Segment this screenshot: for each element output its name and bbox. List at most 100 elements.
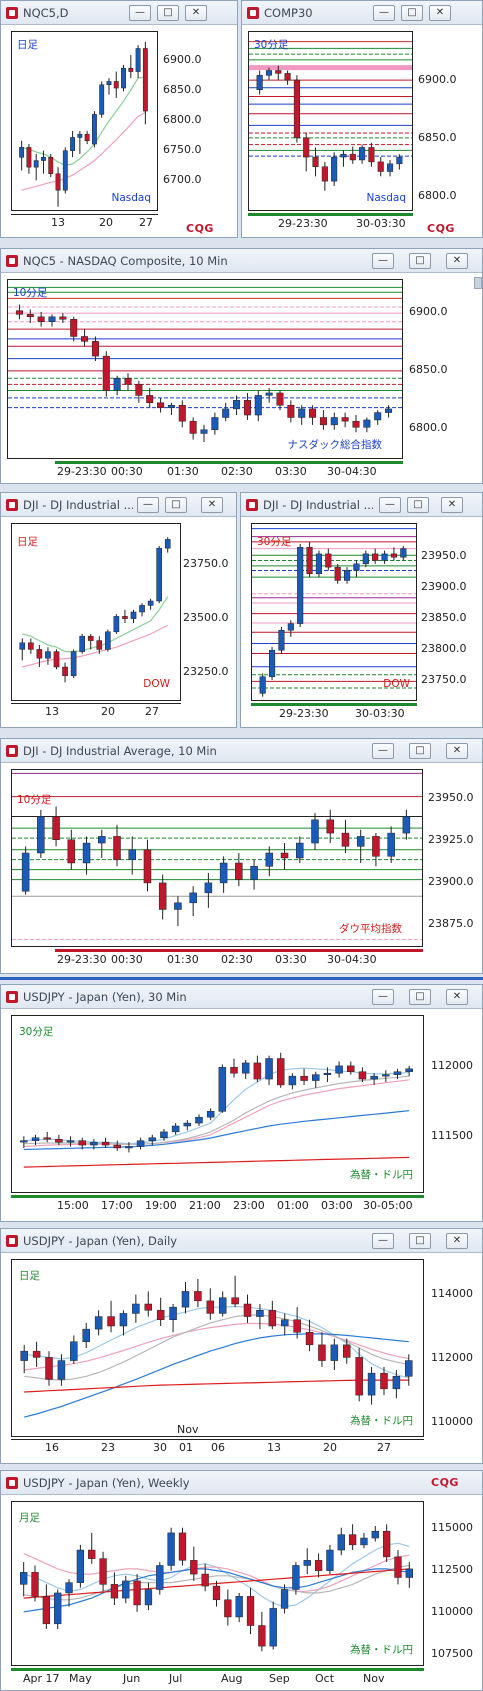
moving-average-line xyxy=(23,1075,410,1145)
titlebar[interactable]: USDJPY - Japan (Yen), 30 Min — □ ✕ xyxy=(1,985,482,1009)
window-usdjpy-weekly[interactable]: USDJPY - Japan (Yen), Weekly CQG 月足 為替・ド… xyxy=(0,1470,483,1691)
titlebar[interactable]: NQC5 - NASDAQ Composite, 10 Min — □ ✕ xyxy=(1,249,482,273)
minimize-button[interactable]: — xyxy=(379,497,401,513)
window-dji-10min[interactable]: DJI - DJ Industrial Average, 10 Min — □ … xyxy=(0,738,483,974)
x-tick-label: 30-04:30 xyxy=(327,953,377,966)
candle-body xyxy=(70,319,78,337)
window-usdjpy-daily[interactable]: USDJPY - Japan (Yen), Daily — □ ✕ 日足 為替・… xyxy=(0,1228,483,1464)
titlebar[interactable]: USDJPY - Japan (Yen), Weekly CQG xyxy=(1,1471,482,1495)
close-button[interactable]: ✕ xyxy=(446,253,468,269)
close-button[interactable]: ✕ xyxy=(446,989,468,1005)
chart-plot-area[interactable]: 30分足 為替・ドル円 xyxy=(11,1015,424,1193)
y-axis: 112000 111500 xyxy=(431,1015,483,1193)
moving-average-line xyxy=(23,1568,410,1613)
window-dji-daily[interactable]: DJI - DJ Industrial ... — □ ✕ 日足 DOW 237… xyxy=(0,492,237,728)
y-tick-label: 23850.0 xyxy=(421,611,467,624)
y-tick-label: 6900.0 xyxy=(409,305,448,318)
candle-body xyxy=(269,649,276,678)
maximize-button[interactable]: □ xyxy=(409,743,431,759)
maximize-button[interactable]: □ xyxy=(409,1233,431,1249)
x-tick-label: 03:30 xyxy=(275,465,307,478)
candle-body xyxy=(122,616,128,619)
chart-plot-area[interactable]: 日足 Nasdaq xyxy=(11,31,158,211)
chart-plot-area[interactable]: 月足 為替・ドル円 xyxy=(11,1501,424,1666)
candle-body xyxy=(235,1596,243,1618)
window-title: COMP30 xyxy=(264,6,313,20)
close-button[interactable]: ✕ xyxy=(441,497,463,513)
scrollbar-thumb[interactable] xyxy=(474,277,482,289)
close-button[interactable]: ✕ xyxy=(201,497,223,513)
candle-body xyxy=(326,1549,334,1571)
candle-body xyxy=(243,400,251,416)
maximize-button[interactable]: □ xyxy=(407,497,429,513)
x-tick-label: 29-23:30 xyxy=(57,465,107,478)
close-button[interactable]: ✕ xyxy=(446,743,468,759)
candle-body xyxy=(53,651,60,668)
candle-body xyxy=(312,1074,320,1081)
candle-body xyxy=(181,1291,190,1308)
candle-body xyxy=(331,156,338,182)
close-button[interactable]: ✕ xyxy=(185,5,207,21)
x-tick-label: 02:30 xyxy=(221,953,253,966)
maximize-button[interactable]: □ xyxy=(409,989,431,1005)
maximize-button[interactable]: □ xyxy=(409,253,431,269)
minimize-button[interactable]: — xyxy=(137,497,159,513)
window-dji-30[interactable]: DJI - DJ Industrial ... — □ ✕ 30分足 DOW 2… xyxy=(240,492,483,728)
candle-body xyxy=(113,81,119,89)
minimize-button[interactable]: — xyxy=(372,1233,394,1249)
minimize-button[interactable]: — xyxy=(372,743,394,759)
chart-plot-area[interactable]: 30分足 DOW xyxy=(251,523,417,701)
candle-body xyxy=(341,832,350,847)
x-tick-label: 27 xyxy=(377,1441,391,1454)
candle-body xyxy=(67,839,76,864)
chart-plot-area[interactable]: 10分足 ダウ平均指数 xyxy=(11,769,423,947)
titlebar[interactable]: DJI - DJ Industrial ... — □ ✕ xyxy=(1,493,236,517)
candle-body xyxy=(269,1608,277,1647)
minimize-button[interactable]: — xyxy=(372,989,394,1005)
x-axis: 16 23 30 01 06 13 20 27 xyxy=(11,1439,424,1455)
window-nqc5-10min[interactable]: NQC5 - NASDAQ Composite, 10 Min — □ ✕ 10… xyxy=(0,248,483,484)
chart-svg xyxy=(252,528,416,697)
minimize-button[interactable]: — xyxy=(372,253,394,269)
titlebar[interactable]: DJI - DJ Industrial ... — □ ✕ xyxy=(241,493,482,517)
candle-body xyxy=(276,1058,285,1086)
candle-body xyxy=(303,137,310,158)
chart-plot-area[interactable]: 日足 為替・ドル円 xyxy=(11,1259,424,1437)
y-tick-label: 23800.0 xyxy=(421,642,467,655)
chart-plot-area[interactable]: 日足 DOW xyxy=(11,523,181,701)
titlebar[interactable]: COMP30 — □ ✕ xyxy=(242,1,482,25)
y-axis: 115000 112500 110000 107500 xyxy=(431,1501,483,1666)
minimize-button[interactable]: — xyxy=(373,5,395,21)
minimize-button[interactable]: — xyxy=(129,5,151,21)
titlebar[interactable]: USDJPY - Japan (Yen), Daily — □ ✕ xyxy=(1,1229,482,1253)
candle-body xyxy=(309,408,317,418)
window-usdjpy-30[interactable]: USDJPY - Japan (Yen), 30 Min — □ ✕ 30分足 … xyxy=(0,984,483,1222)
candle-body xyxy=(107,1316,115,1327)
x-tick-label: 15:00 xyxy=(57,1199,89,1212)
x-axis: Apr 17 May Jun Jul Aug Sep Oct Nov xyxy=(11,1668,424,1685)
chart-svg xyxy=(20,1524,413,1652)
chart-plot-area[interactable]: 10分足 ナスダック総合指数 xyxy=(7,279,403,459)
y-tick-label: 23925.0 xyxy=(428,833,474,846)
x-tick-label: 29-23:30 xyxy=(278,217,328,230)
titlebar[interactable]: DJI - DJ Industrial Average, 10 Min — □ … xyxy=(1,739,482,763)
maximize-button[interactable]: □ xyxy=(157,5,179,21)
maximize-button[interactable]: □ xyxy=(165,497,187,513)
x-axis: 29-23:30 00:30 01:30 02:30 03:30 30-04:3… xyxy=(55,461,403,478)
moving-average-line xyxy=(24,1305,409,1379)
y-tick-label: 23250.0 xyxy=(183,665,229,678)
candle-body xyxy=(19,642,26,650)
close-button[interactable]: ✕ xyxy=(429,5,451,21)
candle-body xyxy=(402,816,411,834)
candle-body xyxy=(158,882,167,910)
moving-average-line xyxy=(23,1564,410,1601)
candle-body xyxy=(362,553,369,565)
chart-plot-area[interactable]: 30分足 Nasdaq xyxy=(248,31,413,211)
close-button[interactable]: ✕ xyxy=(446,1233,468,1249)
candle-body xyxy=(183,1122,192,1127)
candle-body xyxy=(32,1350,41,1358)
titlebar[interactable]: NQC5,D — □ ✕ xyxy=(1,1,237,25)
maximize-button[interactable]: □ xyxy=(401,5,423,21)
window-nqc5-daily[interactable]: NQC5,D — □ ✕ 日足 Nasdaq 6900.0 6850.0 680… xyxy=(0,0,238,238)
window-comp30[interactable]: COMP30 — □ ✕ 30分足 Nasdaq 6900.0 6850.0 6… xyxy=(241,0,483,238)
